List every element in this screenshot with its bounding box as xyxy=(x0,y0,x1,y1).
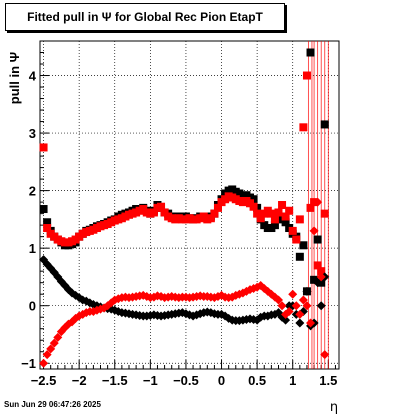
data-point-square-red xyxy=(306,203,315,212)
data-point-diamond-red xyxy=(53,332,63,342)
data-point-square-black xyxy=(249,195,258,204)
data-point-square-red xyxy=(267,209,276,218)
x-axis-label: η xyxy=(330,400,338,414)
data-point-diamond-black xyxy=(281,315,291,325)
data-point-diamond-black xyxy=(295,318,305,328)
data-point-square-red xyxy=(278,201,287,209)
data-point-square-black xyxy=(39,205,48,214)
data-point-square-red xyxy=(292,235,301,244)
data-marks xyxy=(39,41,330,369)
y-tick-label: −1 xyxy=(21,356,36,371)
x-tick-label: −2.5 xyxy=(31,373,57,388)
x-tick-label: 1 xyxy=(289,373,296,388)
data-point-square-black xyxy=(320,120,329,129)
data-point-square-red xyxy=(270,215,279,224)
data-point-square-red xyxy=(285,206,294,215)
data-point-square-red xyxy=(249,202,258,211)
data-point-square-red xyxy=(317,267,326,276)
data-point-diamond-black xyxy=(302,286,312,296)
data-point-square-black xyxy=(43,218,52,227)
data-point-square-black xyxy=(310,275,319,284)
data-point-square-black xyxy=(270,221,279,230)
x-tick-label: −1 xyxy=(143,373,158,388)
data-point-diamond-red xyxy=(295,309,305,319)
data-point-square-red xyxy=(281,212,290,221)
data-point-diamond-black xyxy=(313,278,323,288)
chart-title: Fitted pull in Ψ for Global Rec Pion Eta… xyxy=(5,3,285,31)
data-point-diamond-red xyxy=(49,338,59,348)
grid xyxy=(40,41,339,369)
x-tick-label: 1.5 xyxy=(319,373,337,388)
data-point-square-red xyxy=(295,215,304,224)
data-point-diamond-red xyxy=(46,344,56,354)
data-point-diamond-red xyxy=(277,301,287,311)
data-point-square-red xyxy=(302,71,311,80)
x-tick-label: −0.5 xyxy=(173,373,199,388)
x-tick-label: 0 xyxy=(218,373,225,388)
timestamp-footer: Sun Jun 29 06:47:26 2025 xyxy=(4,400,101,409)
data-point-diamond-red xyxy=(273,295,283,305)
data-point-square-red xyxy=(149,208,158,217)
data-point-square-black xyxy=(295,252,304,261)
x-tick-label: −1.5 xyxy=(102,373,128,388)
data-point-diamond-red xyxy=(316,272,326,282)
plot-frame xyxy=(39,40,340,370)
data-point-diamond-red xyxy=(306,318,316,328)
data-point-square-red xyxy=(313,261,322,270)
x-tick-label: 0.5 xyxy=(248,373,266,388)
data-point-diamond-red xyxy=(320,350,330,360)
data-point-square-red xyxy=(253,209,262,218)
y-tick-label: 0 xyxy=(29,299,36,314)
axes: −2.5 −2 −1.5 −1 −0.5 0 0.5 1 1.5 −1 0 1 2 3 4 xyxy=(21,40,340,388)
data-point-diamond-red xyxy=(42,350,52,360)
data-point-square-black xyxy=(281,218,290,227)
data-point-square-red xyxy=(299,123,308,132)
data-point-diamond-black xyxy=(316,301,326,311)
y-tick-label: 3 xyxy=(29,126,36,141)
data-point-diamond-red xyxy=(288,289,298,299)
data-point-square-red xyxy=(320,209,329,218)
data-point-square-black xyxy=(299,241,308,250)
data-point-diamond-red xyxy=(284,306,294,316)
data-point-square-red xyxy=(213,203,222,212)
data-point-square-black xyxy=(313,235,322,244)
data-point-square-red xyxy=(210,209,219,218)
data-point-diamond-red xyxy=(298,295,308,305)
data-point-square-black xyxy=(306,48,315,57)
data-point-square-red xyxy=(274,208,283,217)
data-point-square-red xyxy=(157,202,166,211)
data-point-diamond-red xyxy=(313,197,323,207)
y-tick-label: 1 xyxy=(29,241,36,256)
y-tick-label: 2 xyxy=(29,184,36,199)
data-point-square-red xyxy=(256,214,265,223)
data-point-diamond-red xyxy=(249,283,259,293)
data-point-square-red xyxy=(43,224,52,233)
y-axis-label: pull in Ψ xyxy=(7,52,22,104)
data-point-square-red xyxy=(288,226,297,235)
x-tick-label: −2 xyxy=(72,373,87,388)
data-point-diamond-red xyxy=(39,358,49,368)
data-point-square-red xyxy=(206,214,215,223)
data-point-diamond-red xyxy=(309,226,319,236)
data-point-square-red xyxy=(39,143,48,152)
data-point-square-red xyxy=(160,208,169,217)
data-point-diamond-red xyxy=(302,301,312,311)
y-tick-label: 4 xyxy=(29,69,37,84)
data-point-diamond-red xyxy=(291,301,301,311)
